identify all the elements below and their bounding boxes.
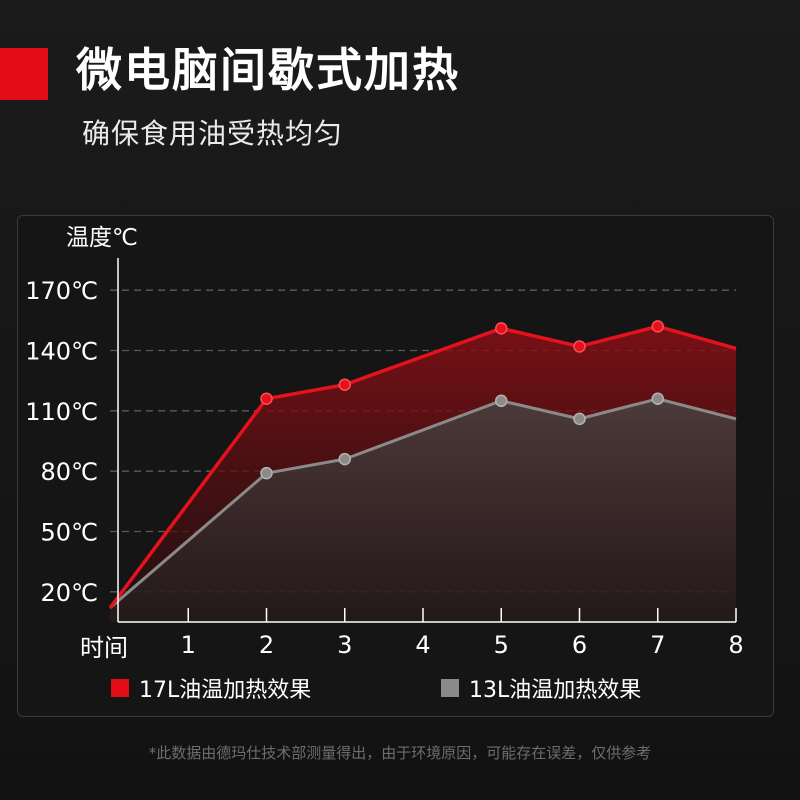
x-tick-label: 8: [728, 631, 743, 659]
axes: [117, 258, 737, 623]
y-tick-label: 170℃: [25, 277, 98, 305]
y-tick-label: 20℃: [41, 579, 99, 607]
data-point-17l: [260, 392, 273, 406]
legend-swatch-13l: [441, 679, 459, 697]
axis-labels: 170℃ 140℃ 110℃ 80℃ 50℃ 20℃ 1 2 3 4 5 6 7 8 温度℃ 时间: [25, 225, 743, 662]
y-tick-label: 140℃: [25, 338, 98, 366]
legend-item-17l: 17L油温加热效果: [111, 672, 311, 704]
data-point-13l: [495, 394, 508, 408]
title-accent-bar: [0, 48, 48, 100]
x-tick-label: 4: [415, 631, 430, 659]
page-subtitle: 确保食用油受热均匀: [82, 117, 344, 150]
x-tick-label: 6: [572, 631, 587, 659]
x-tick-label: 1: [181, 631, 196, 659]
x-tick-label: 7: [650, 631, 665, 659]
y-tick-label: 80℃: [41, 458, 99, 486]
series-area-13l: [110, 398, 736, 622]
data-point-17l: [338, 378, 351, 391]
y-axis-title: 温度℃: [66, 225, 138, 251]
x-tick-label: 3: [337, 631, 352, 659]
data-point-17l: [651, 320, 664, 333]
data-point-13l: [260, 466, 273, 480]
y-tick-label: 110℃: [25, 398, 98, 426]
data-point-13l: [573, 412, 586, 426]
legend-label-13l: 13L油温加热效果: [469, 678, 642, 703]
data-point-13l: [651, 392, 664, 406]
data-point-17l: [495, 322, 508, 335]
disclaimer-footnote: *此数据由德玛仕技术部测量得出，由于环境原因，可能存在误差，仅供参考: [148, 744, 652, 762]
legend-label-17l: 17L油温加热效果: [139, 678, 312, 703]
legend-item-13l: 13L油温加热效果: [441, 672, 641, 704]
x-axis-title: 时间: [80, 634, 128, 662]
series-areas: [110, 326, 736, 622]
data-point-13l: [338, 452, 351, 466]
page-title: 微电脑间歇式加热: [76, 43, 460, 97]
series-markers: [260, 320, 664, 480]
data-point-17l: [573, 340, 586, 353]
x-tick-label: 5: [494, 631, 509, 659]
x-tick-label: 2: [259, 631, 274, 659]
legend-swatch-17l: [111, 679, 129, 697]
y-tick-label: 50℃: [41, 519, 99, 547]
